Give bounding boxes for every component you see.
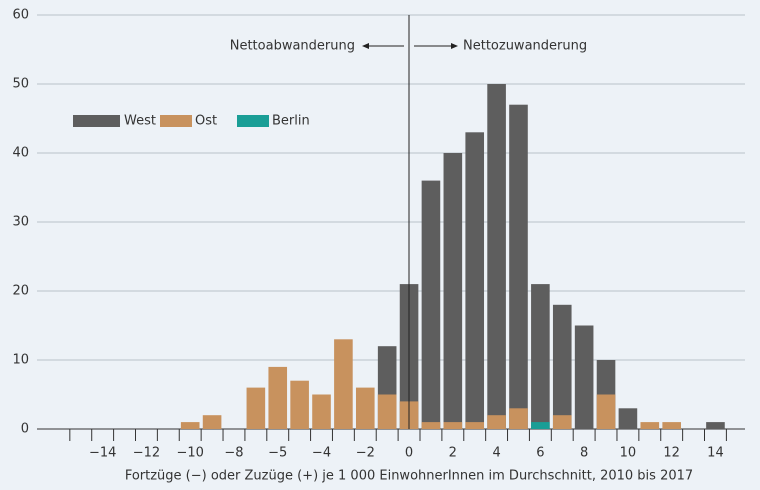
bar [552, 304, 572, 429]
x-tick-label: 2 [449, 446, 457, 461]
y-tick-label: 30 [12, 215, 29, 230]
bar [552, 415, 572, 429]
x-tick-label: 0 [405, 446, 413, 461]
x-tick-label: 14 [707, 446, 724, 461]
x-tick-label: −12 [133, 446, 160, 461]
x-tick-label: −8 [224, 446, 243, 461]
bar [268, 366, 288, 429]
x-tick-label: 10 [620, 446, 637, 461]
x-tick-label: 12 [663, 446, 680, 461]
bar [355, 387, 375, 429]
x-tick-label: 6 [536, 446, 544, 461]
bar [443, 153, 463, 429]
x-tick-label: −5 [268, 446, 287, 461]
y-tick-label: 60 [12, 8, 29, 23]
annotation: Nettoabwanderung [230, 39, 355, 54]
x-tick-label: −14 [89, 446, 116, 461]
bar [334, 339, 353, 429]
grid: 0 10 20 30 40 50 60 −14 −12 −10 −8 −5 −4 −2 0 2 4 6 8 10 12 1… [12, 8, 745, 461]
bar [465, 422, 485, 429]
bar [465, 132, 485, 430]
bar [487, 415, 506, 429]
bar [487, 84, 506, 429]
y-tick-label: 40 [12, 146, 29, 161]
bar [421, 422, 441, 429]
arrow-head [362, 43, 369, 49]
x-tick-label: 8 [580, 446, 588, 461]
y-tick-label: 20 [12, 284, 29, 299]
bar [574, 325, 594, 429]
y-tick-label: 50 [12, 77, 29, 92]
x-tick-label: 4 [492, 446, 500, 461]
bar [443, 422, 463, 429]
x-axis-label: Fortzüge (−) oder Zuzüge (+) je 1 000 Ei… [125, 469, 693, 484]
bar [662, 422, 681, 429]
bars [180, 84, 725, 430]
y-tick-label: 0 [21, 422, 29, 437]
bar [180, 422, 200, 429]
bar [509, 104, 528, 429]
bar [596, 394, 616, 429]
bar [618, 408, 638, 429]
x-tick-label: −10 [176, 446, 203, 461]
bar [246, 387, 266, 429]
arrow-head [451, 43, 458, 49]
bar [509, 408, 528, 429]
legend-label: West [124, 114, 156, 129]
legend-label: Berlin [272, 114, 310, 129]
bar [531, 422, 550, 429]
legend-swatch [73, 115, 120, 127]
bar [706, 422, 725, 429]
y-tick-label: 10 [12, 353, 29, 368]
x-tick-label: −2 [356, 446, 375, 461]
bar [377, 394, 397, 429]
bar [312, 394, 331, 429]
legend-swatch [237, 115, 269, 127]
x-tick-label: −4 [312, 446, 331, 461]
legend-swatch [160, 115, 192, 127]
legend-label: Ost [195, 114, 217, 129]
bar [421, 180, 441, 429]
bar [531, 284, 550, 429]
bar [640, 422, 660, 429]
annotation: Nettozuwanderung [463, 39, 587, 54]
bar [202, 415, 222, 429]
bar [290, 380, 309, 429]
